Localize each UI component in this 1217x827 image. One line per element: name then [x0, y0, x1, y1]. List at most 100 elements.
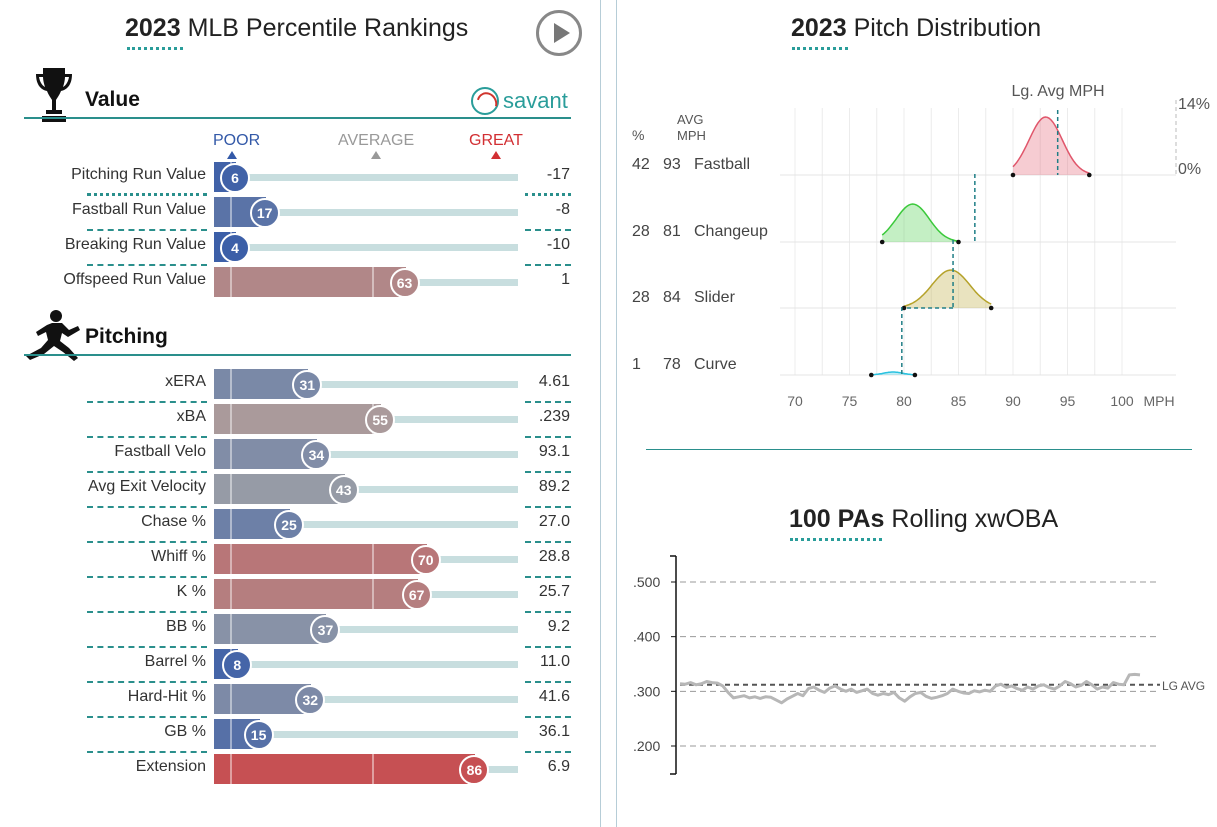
- great-marker-icon: [490, 151, 501, 159]
- percentile-row[interactable]: Chase % 25 27.0: [0, 507, 600, 543]
- percentile-row[interactable]: Breaking Run Value 4 -10: [0, 230, 600, 266]
- lg-avg-label: Lg. Avg MPH: [1011, 83, 1104, 100]
- percentile-row[interactable]: GB % 15 36.1: [0, 717, 600, 753]
- row-separator: [87, 576, 207, 578]
- metric-label: xERA: [165, 373, 206, 390]
- pitch-pct: 42: [632, 156, 650, 173]
- percentile-row[interactable]: Fastball Velo 34 93.1: [0, 437, 600, 473]
- percentile-row[interactable]: xERA 31 4.61: [0, 367, 600, 403]
- bar-guide-tick: [230, 754, 232, 784]
- trophy-icon: [36, 68, 72, 122]
- scale-poor-label: POOR: [213, 132, 261, 149]
- row-separator: [525, 229, 571, 231]
- metric-label: Extension: [135, 758, 206, 775]
- row-separator: [87, 751, 207, 753]
- scale-poor: POOR: [213, 132, 260, 159]
- bar-guide-tick: [372, 579, 375, 609]
- percentile-row[interactable]: Hard-Hit % 32 41.6: [0, 682, 600, 718]
- metric-value: -8: [555, 201, 570, 218]
- pitch-name: Curve: [694, 356, 737, 373]
- scale-average-label: AVERAGE: [338, 132, 415, 149]
- percentile-badge: 55: [365, 405, 396, 435]
- percentile-badge: 32: [295, 685, 326, 715]
- metric-value: -10: [546, 236, 570, 253]
- scale-great-label: GREAT: [469, 132, 523, 149]
- pitcher-icon: [26, 310, 80, 361]
- percentile-bar: [214, 579, 418, 609]
- bar-guide-tick: [372, 754, 375, 784]
- bar-guide-tick: [230, 439, 232, 469]
- pitch-col-avg: AVG: [677, 112, 704, 127]
- metric-label: Hard-Hit %: [127, 688, 206, 705]
- percentile-row[interactable]: Fastball Run Value 17 -8: [0, 195, 600, 231]
- percentile-track: [214, 626, 518, 633]
- metric-label: K %: [176, 583, 206, 600]
- metric-value: -17: [546, 166, 570, 183]
- percentile-badge: 67: [401, 580, 432, 610]
- percentile-row[interactable]: BB % 37 9.2: [0, 612, 600, 648]
- pitch-x-tick: 100: [1110, 393, 1134, 409]
- savant-logo[interactable]: savant: [471, 86, 568, 116]
- percentile-badge: 6: [220, 163, 250, 193]
- pitch-x-tick: 75: [842, 393, 858, 409]
- metric-value: 89.2: [538, 478, 570, 495]
- percentile-row[interactable]: Offspeed Run Value 63 1: [0, 265, 600, 300]
- metric-value: 93.1: [538, 443, 570, 460]
- row-separator: [525, 646, 571, 648]
- metric-label: GB %: [164, 723, 206, 740]
- pitch-density-fill: [1013, 117, 1090, 175]
- percentile-row[interactable]: K % 67 25.7: [0, 577, 600, 613]
- poor-marker-icon: [227, 151, 237, 159]
- pitch-min-dot: [869, 372, 874, 378]
- percentile-bar: [214, 439, 318, 469]
- row-separator: [525, 436, 571, 438]
- metric-value: 41.6: [538, 688, 570, 705]
- rolling-y-tick: .200: [633, 738, 660, 754]
- percentile-bar: [214, 614, 327, 644]
- percentile-row[interactable]: Extension 86 6.9: [0, 752, 600, 787]
- metric-label: Chase %: [141, 513, 206, 530]
- section-title-pitching: Pitching: [85, 325, 168, 348]
- percentile-row[interactable]: Barrel % 8 11.0: [0, 647, 600, 683]
- pitch-max-dot: [988, 305, 994, 311]
- pitch-min-dot: [879, 239, 885, 245]
- percentile-badge: 31: [292, 370, 323, 400]
- percentile-row[interactable]: xBA 55 .239: [0, 402, 600, 438]
- bar-guide-tick: [372, 544, 375, 574]
- percentile-bar: [214, 754, 476, 784]
- rolling-y-tick: .400: [633, 629, 660, 645]
- pitch-pct: 1: [632, 356, 641, 373]
- metric-label: xBA: [176, 408, 206, 425]
- play-icon: [554, 23, 570, 43]
- row-separator: [87, 716, 207, 718]
- percentile-badge: 43: [328, 475, 359, 505]
- row-separator: [87, 541, 207, 543]
- pitch-pct: 28: [632, 223, 650, 240]
- metric-label: Breaking Run Value: [64, 236, 206, 253]
- savant-brand: savant: [503, 88, 568, 113]
- percentile-row[interactable]: Avg Exit Velocity 43 89.2: [0, 472, 600, 508]
- row-separator: [525, 751, 571, 753]
- bar-guide-tick: [230, 404, 232, 434]
- row-separator: [525, 681, 571, 683]
- metric-value: 25.7: [538, 583, 570, 600]
- pitch-x-tick: 90: [1005, 393, 1021, 409]
- pitch-avg-mph: 93: [663, 156, 681, 173]
- percentile-badge: 15: [243, 720, 274, 750]
- bar-guide-tick: [230, 544, 232, 574]
- row-separator: [87, 264, 207, 266]
- percentile-badge: 8: [222, 650, 253, 680]
- pitch-density-curve: [1012, 116, 1090, 174]
- percentile-bar: [214, 474, 345, 504]
- percentile-row[interactable]: Pitching Run Value 6 -17: [0, 160, 600, 196]
- percentile-row[interactable]: Whiff % 70 28.8: [0, 542, 600, 578]
- pitch-density-fill: [904, 270, 992, 308]
- pitch-pct: 28: [632, 289, 650, 306]
- row-separator: [525, 611, 571, 613]
- row-separator: [87, 646, 207, 648]
- percentile-badge: 86: [459, 755, 490, 785]
- scale-great: GREAT: [469, 132, 523, 159]
- pitch-avg-mph: 78: [663, 356, 681, 373]
- play-button[interactable]: [536, 10, 582, 56]
- percentile-badge: 25: [274, 510, 304, 540]
